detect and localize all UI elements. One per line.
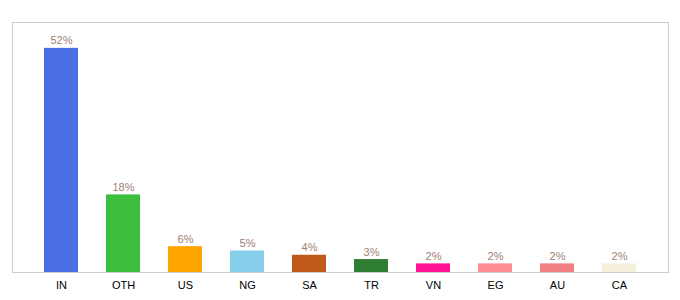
svg-text:NG: NG xyxy=(239,279,256,291)
svg-text:CA: CA xyxy=(612,279,628,291)
svg-text:2%: 2% xyxy=(426,250,442,262)
svg-text:TR: TR xyxy=(364,279,379,291)
svg-text:2%: 2% xyxy=(612,250,628,262)
svg-text:6%: 6% xyxy=(178,233,194,245)
svg-text:VN: VN xyxy=(426,279,441,291)
svg-text:2%: 2% xyxy=(550,250,566,262)
svg-text:18%: 18% xyxy=(112,181,134,193)
svg-text:OTH: OTH xyxy=(112,279,135,291)
svg-text:52%: 52% xyxy=(50,34,72,46)
svg-text:AU: AU xyxy=(550,279,565,291)
svg-text:SA: SA xyxy=(302,279,317,291)
svg-text:5%: 5% xyxy=(240,237,256,249)
svg-text:EG: EG xyxy=(488,279,504,291)
svg-text:US: US xyxy=(178,279,193,291)
svg-text:3%: 3% xyxy=(364,246,380,258)
svg-text:4%: 4% xyxy=(302,241,318,253)
svg-text:2%: 2% xyxy=(488,250,504,262)
svg-text:IN: IN xyxy=(56,279,67,291)
